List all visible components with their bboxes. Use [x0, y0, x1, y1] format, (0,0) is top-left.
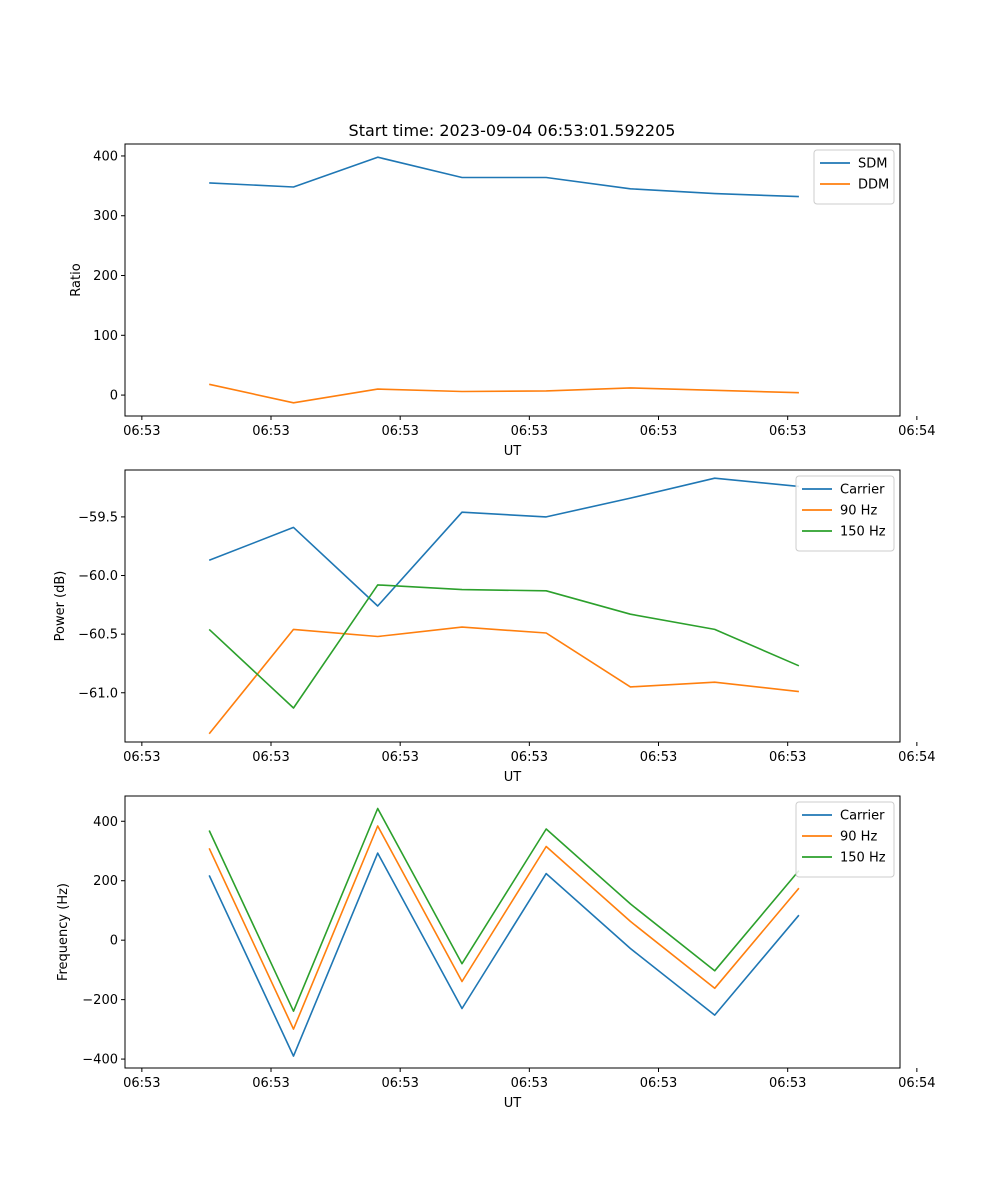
series-line-90-hz-panel-2 — [208, 626, 799, 735]
plot-area-2 — [125, 470, 900, 742]
legend-label: 90 Hz — [840, 830, 877, 845]
series-line-ddm-panel-1 — [209, 383, 799, 404]
x-tick-label: 06:53 — [252, 1076, 289, 1091]
x-tick-label: 06:54 — [898, 750, 935, 765]
x-tick-label: 06:53 — [381, 750, 418, 765]
legend-label: 150 Hz — [840, 851, 886, 866]
x-tick-label: 06:53 — [769, 750, 806, 765]
plot-area-3 — [125, 796, 900, 1068]
legend-label: DDM — [858, 178, 889, 193]
legend-label: SDM — [858, 157, 887, 172]
x-tick-label: 06:53 — [252, 750, 289, 765]
y-tick-label: 100 — [93, 329, 118, 344]
y-tick-label: 400 — [93, 149, 118, 164]
y-tick-label: −61.0 — [78, 686, 118, 701]
legend-label: Carrier — [840, 483, 885, 498]
axes-frame-1 — [124, 143, 901, 417]
x-tick-label: 06:53 — [511, 424, 548, 439]
series-line-carrier-panel-2 — [208, 477, 799, 607]
axes-frame-2 — [124, 469, 901, 743]
x-tick-label: 06:53 — [769, 1076, 806, 1091]
y-axis-label: Ratio — [69, 263, 84, 296]
x-tick-label: 06:53 — [511, 750, 548, 765]
series-line-sdm-panel-1 — [209, 156, 799, 198]
y-tick-label: −400 — [82, 1053, 118, 1068]
legend-box-2 — [795, 475, 895, 552]
y-tick-label: −59.5 — [78, 510, 118, 525]
x-tick-label: 06:53 — [769, 424, 806, 439]
axes-frame-3 — [124, 795, 901, 1069]
legend-label: 90 Hz — [840, 504, 877, 519]
x-tick-label: 06:53 — [381, 1076, 418, 1091]
series-line-150-hz-panel-2 — [208, 584, 800, 709]
y-axis-label: Frequency (Hz) — [56, 883, 71, 981]
legend-label: 150 Hz — [840, 525, 886, 540]
series-line-90-hz-panel-3 — [208, 825, 800, 1030]
x-axis-label: UT — [504, 1096, 522, 1111]
y-tick-label: 200 — [93, 269, 118, 284]
y-tick-label: −60.0 — [78, 569, 118, 584]
x-tick-label: 06:53 — [123, 750, 160, 765]
x-tick-label: 06:54 — [898, 1076, 935, 1091]
y-tick-label: 300 — [93, 209, 118, 224]
y-tick-label: 200 — [93, 874, 118, 889]
y-tick-label: 0 — [110, 934, 118, 949]
x-axis-label: UT — [504, 444, 522, 459]
y-axis-label: Power (dB) — [53, 571, 68, 642]
x-tick-label: 06:54 — [898, 424, 935, 439]
x-tick-label: 06:53 — [640, 1076, 677, 1091]
x-tick-label: 06:53 — [640, 750, 677, 765]
chart-title: Start time: 2023-09-04 06:53:01.592205 — [349, 121, 676, 140]
x-tick-label: 06:53 — [640, 424, 677, 439]
y-tick-label: 0 — [110, 389, 118, 404]
x-tick-label: 06:53 — [123, 1076, 160, 1091]
y-tick-label: −60.5 — [78, 628, 118, 643]
series-line-150-hz-panel-3 — [208, 807, 800, 1013]
y-tick-label: 400 — [93, 815, 118, 830]
plot-area-1 — [125, 144, 900, 416]
y-tick-label: −200 — [82, 993, 118, 1008]
x-tick-label: 06:53 — [123, 424, 160, 439]
x-tick-label: 06:53 — [381, 424, 418, 439]
series-line-carrier-panel-3 — [208, 852, 800, 1057]
x-tick-label: 06:53 — [511, 1076, 548, 1091]
legend-box-3 — [795, 801, 895, 878]
x-tick-label: 06:53 — [252, 424, 289, 439]
x-axis-label: UT — [504, 770, 522, 785]
legend-label: Carrier — [840, 809, 885, 824]
